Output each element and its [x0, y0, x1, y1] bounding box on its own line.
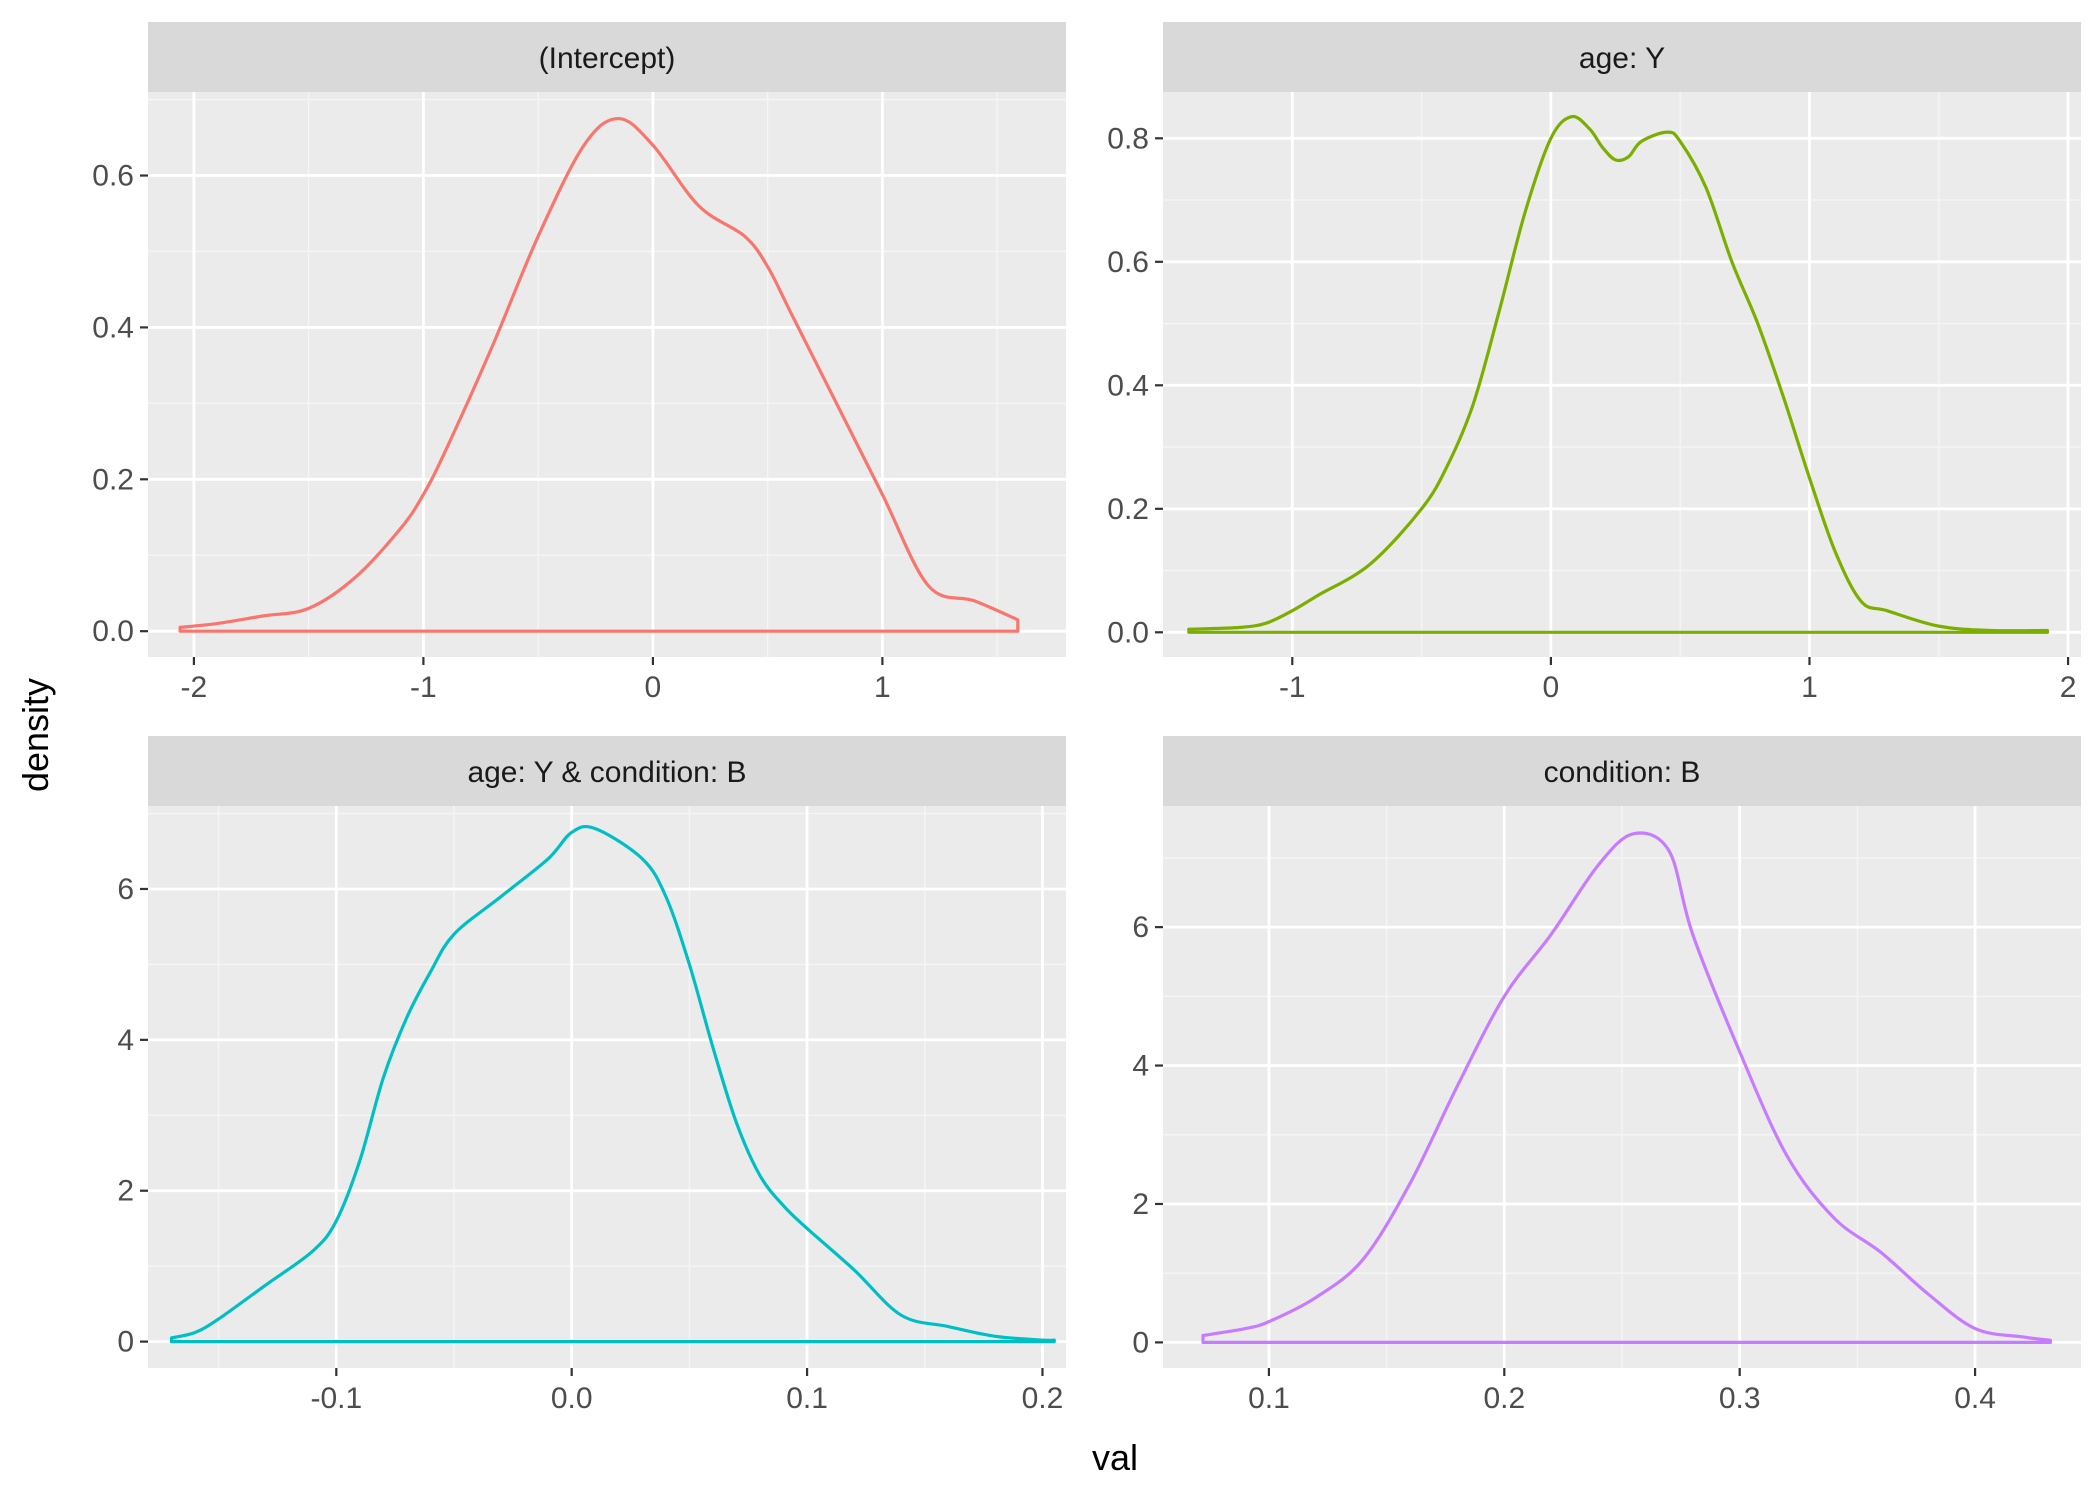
- x-tick-label: 0.1: [1248, 1382, 1290, 1415]
- y-tick-label: 0.4: [1107, 369, 1149, 402]
- panel-background: [1163, 92, 2081, 657]
- x-tick-label: 0.0: [551, 1382, 593, 1415]
- facet-strip: [148, 22, 1066, 92]
- panel-background: [148, 806, 1066, 1368]
- y-tick-label: 0.2: [92, 463, 134, 496]
- x-tick-label: -1: [410, 671, 437, 704]
- y-tick-label: 6: [117, 873, 134, 906]
- y-tick-label: 0.0: [1107, 616, 1149, 649]
- facet-strip-label: age: Y & condition: B: [467, 756, 746, 789]
- facet-strip: [148, 736, 1066, 806]
- density-curve: [169, 824, 1056, 1344]
- y-tick-label: 0.8: [1107, 122, 1149, 155]
- y-tick-label: 0.6: [1107, 246, 1149, 279]
- y-axis-title: density: [15, 678, 56, 792]
- x-tick-label: 0.4: [1954, 1382, 1996, 1415]
- facet-panel: (Intercept) -2 -1 0 1 0.0 0.2 0.4 0.6: [92, 22, 1066, 704]
- x-tick-label: 0.2: [1483, 1382, 1525, 1415]
- x-tick-label: 0: [1543, 671, 1560, 704]
- x-tick-label: 1: [1801, 671, 1818, 704]
- y-tick-label: 4: [117, 1024, 134, 1057]
- y-tick-label: 0.2: [1107, 493, 1149, 526]
- x-tick-label: -2: [181, 671, 208, 704]
- density-curve: [1187, 114, 2049, 634]
- x-tick-label: 0: [645, 671, 662, 704]
- x-tick-label: 0.3: [1719, 1382, 1761, 1415]
- y-tick-label: 0.4: [92, 311, 134, 344]
- x-tick-label: 2: [2060, 671, 2077, 704]
- facet-panel: age: Y -1 0 1 2 0.0 0.2 0.4 0.6 0.8: [1107, 22, 2081, 704]
- x-tick-label: 1: [874, 671, 891, 704]
- y-tick-label: 0: [1132, 1326, 1149, 1359]
- y-tick-label: 6: [1132, 911, 1149, 944]
- density-curve: [178, 116, 1020, 633]
- x-tick-label: -0.1: [310, 1382, 362, 1415]
- y-tick-label: 4: [1132, 1050, 1149, 1083]
- y-tick-label: 2: [1132, 1188, 1149, 1221]
- y-tick-label: 0: [117, 1326, 134, 1359]
- y-tick-label: 0.0: [92, 615, 134, 648]
- facet-panel: age: Y & condition: B -0.1 0.0 0.1 0.2 0 2 4 6: [117, 736, 1066, 1415]
- x-axis-title: val: [1092, 1437, 1138, 1478]
- facet-strip: [1163, 22, 2081, 92]
- facet-strip-label: age: Y: [1579, 42, 1665, 75]
- facet-strip-label: condition: B: [1544, 756, 1701, 789]
- facet-panels: (Intercept) -2 -1 0 1 0.0 0.2 0.4 0.6 age: Y -1 0 1 2…: [92, 22, 2081, 1415]
- y-tick-label: 2: [117, 1175, 134, 1208]
- x-tick-label: 0.1: [786, 1382, 828, 1415]
- facet-strip-label: (Intercept): [539, 42, 676, 75]
- facet-strip: [1163, 736, 2081, 806]
- density-curve: [1201, 831, 2052, 1344]
- x-tick-label: -1: [1279, 671, 1306, 704]
- facet-panel: condition: B 0.1 0.2 0.3 0.4 0 2 4 6: [1132, 736, 2081, 1415]
- y-tick-label: 0.6: [92, 160, 134, 193]
- x-tick-label: 0.2: [1022, 1382, 1064, 1415]
